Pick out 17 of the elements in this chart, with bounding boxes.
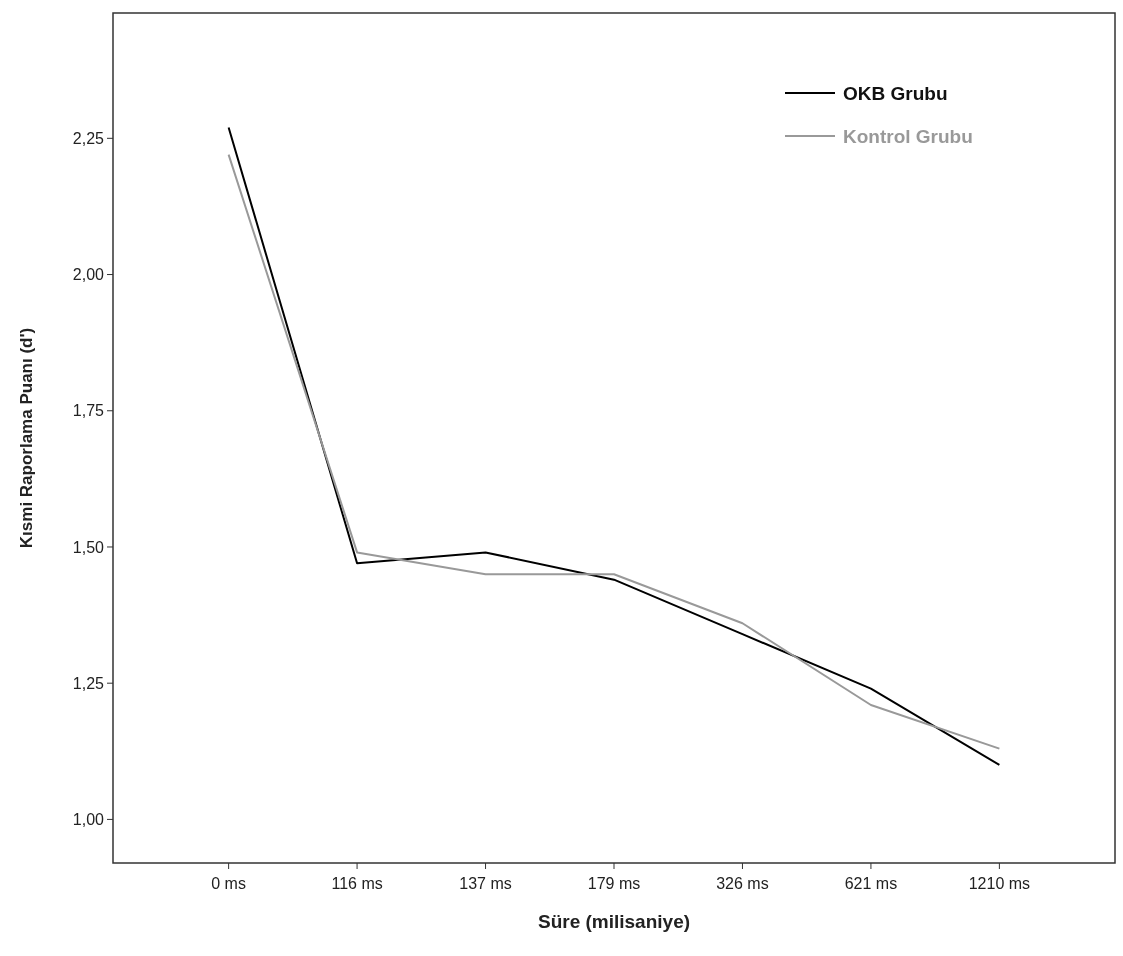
x-tick-label: 116 ms (331, 875, 383, 892)
x-tick-label: 179 ms (587, 875, 641, 892)
y-tick-label: 1,00 (72, 811, 105, 829)
x-axis-title: Süre (milisaniye) (537, 911, 691, 932)
legend-label: OKB Grubu (843, 82, 948, 104)
x-tick-label: 621 ms (844, 875, 898, 892)
y-tick-label: 1,50 (72, 538, 105, 556)
y-tick-label: 2,25 (72, 129, 105, 147)
x-tick-label: 137 ms (459, 875, 512, 892)
y-tick-label: 1,25 (72, 674, 105, 692)
legend-label: Kontrol Grubu (843, 125, 973, 147)
x-tick-label: 0 ms (211, 875, 246, 892)
x-tick-label: 326 ms (716, 875, 769, 892)
y-tick-label: 1,75 (72, 402, 105, 420)
y-tick-label: 2,00 (72, 266, 105, 284)
y-axis-title: Kısmi Raporlama Puanı (d') (17, 327, 36, 549)
x-tick-label: 1210 ms (968, 875, 1031, 892)
